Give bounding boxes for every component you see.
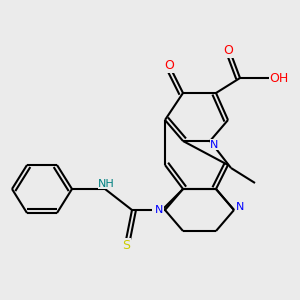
Text: N: N — [236, 202, 244, 212]
Text: NH: NH — [98, 178, 115, 189]
Text: O: O — [165, 59, 174, 72]
Text: N: N — [210, 140, 219, 150]
Text: S: S — [122, 239, 130, 252]
Text: OH: OH — [269, 71, 289, 85]
Text: N: N — [155, 205, 163, 215]
Text: F: F — [152, 203, 160, 217]
Text: O: O — [223, 44, 233, 57]
